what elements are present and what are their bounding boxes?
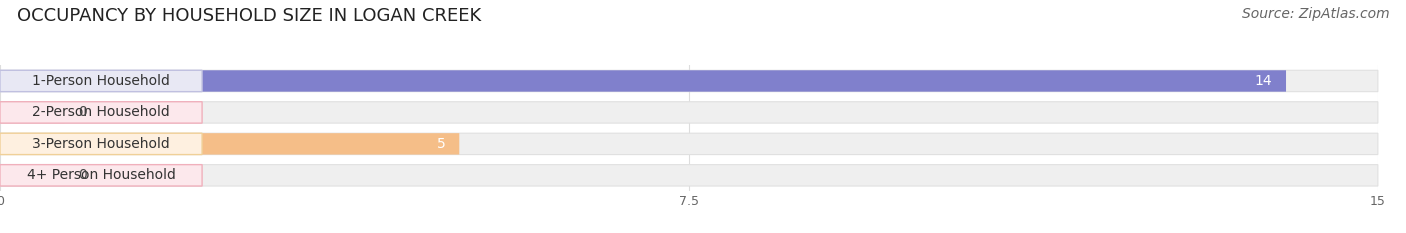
- FancyBboxPatch shape: [0, 102, 202, 123]
- FancyBboxPatch shape: [0, 165, 65, 186]
- FancyBboxPatch shape: [0, 165, 1378, 186]
- FancyBboxPatch shape: [0, 102, 65, 123]
- FancyBboxPatch shape: [0, 133, 460, 154]
- FancyBboxPatch shape: [0, 133, 1378, 154]
- FancyBboxPatch shape: [0, 70, 1286, 92]
- Text: 1-Person Household: 1-Person Household: [32, 74, 170, 88]
- Text: 0: 0: [79, 168, 87, 182]
- Text: 2-Person Household: 2-Person Household: [32, 105, 170, 120]
- FancyBboxPatch shape: [0, 133, 202, 154]
- FancyBboxPatch shape: [0, 102, 1378, 123]
- Text: OCCUPANCY BY HOUSEHOLD SIZE IN LOGAN CREEK: OCCUPANCY BY HOUSEHOLD SIZE IN LOGAN CRE…: [17, 7, 481, 25]
- FancyBboxPatch shape: [0, 70, 1378, 92]
- Text: 14: 14: [1254, 74, 1272, 88]
- Text: 4+ Person Household: 4+ Person Household: [27, 168, 176, 182]
- Text: 3-Person Household: 3-Person Household: [32, 137, 170, 151]
- Text: Source: ZipAtlas.com: Source: ZipAtlas.com: [1241, 7, 1389, 21]
- Text: 0: 0: [79, 105, 87, 120]
- Text: 5: 5: [437, 137, 446, 151]
- FancyBboxPatch shape: [0, 165, 202, 186]
- FancyBboxPatch shape: [0, 70, 202, 92]
